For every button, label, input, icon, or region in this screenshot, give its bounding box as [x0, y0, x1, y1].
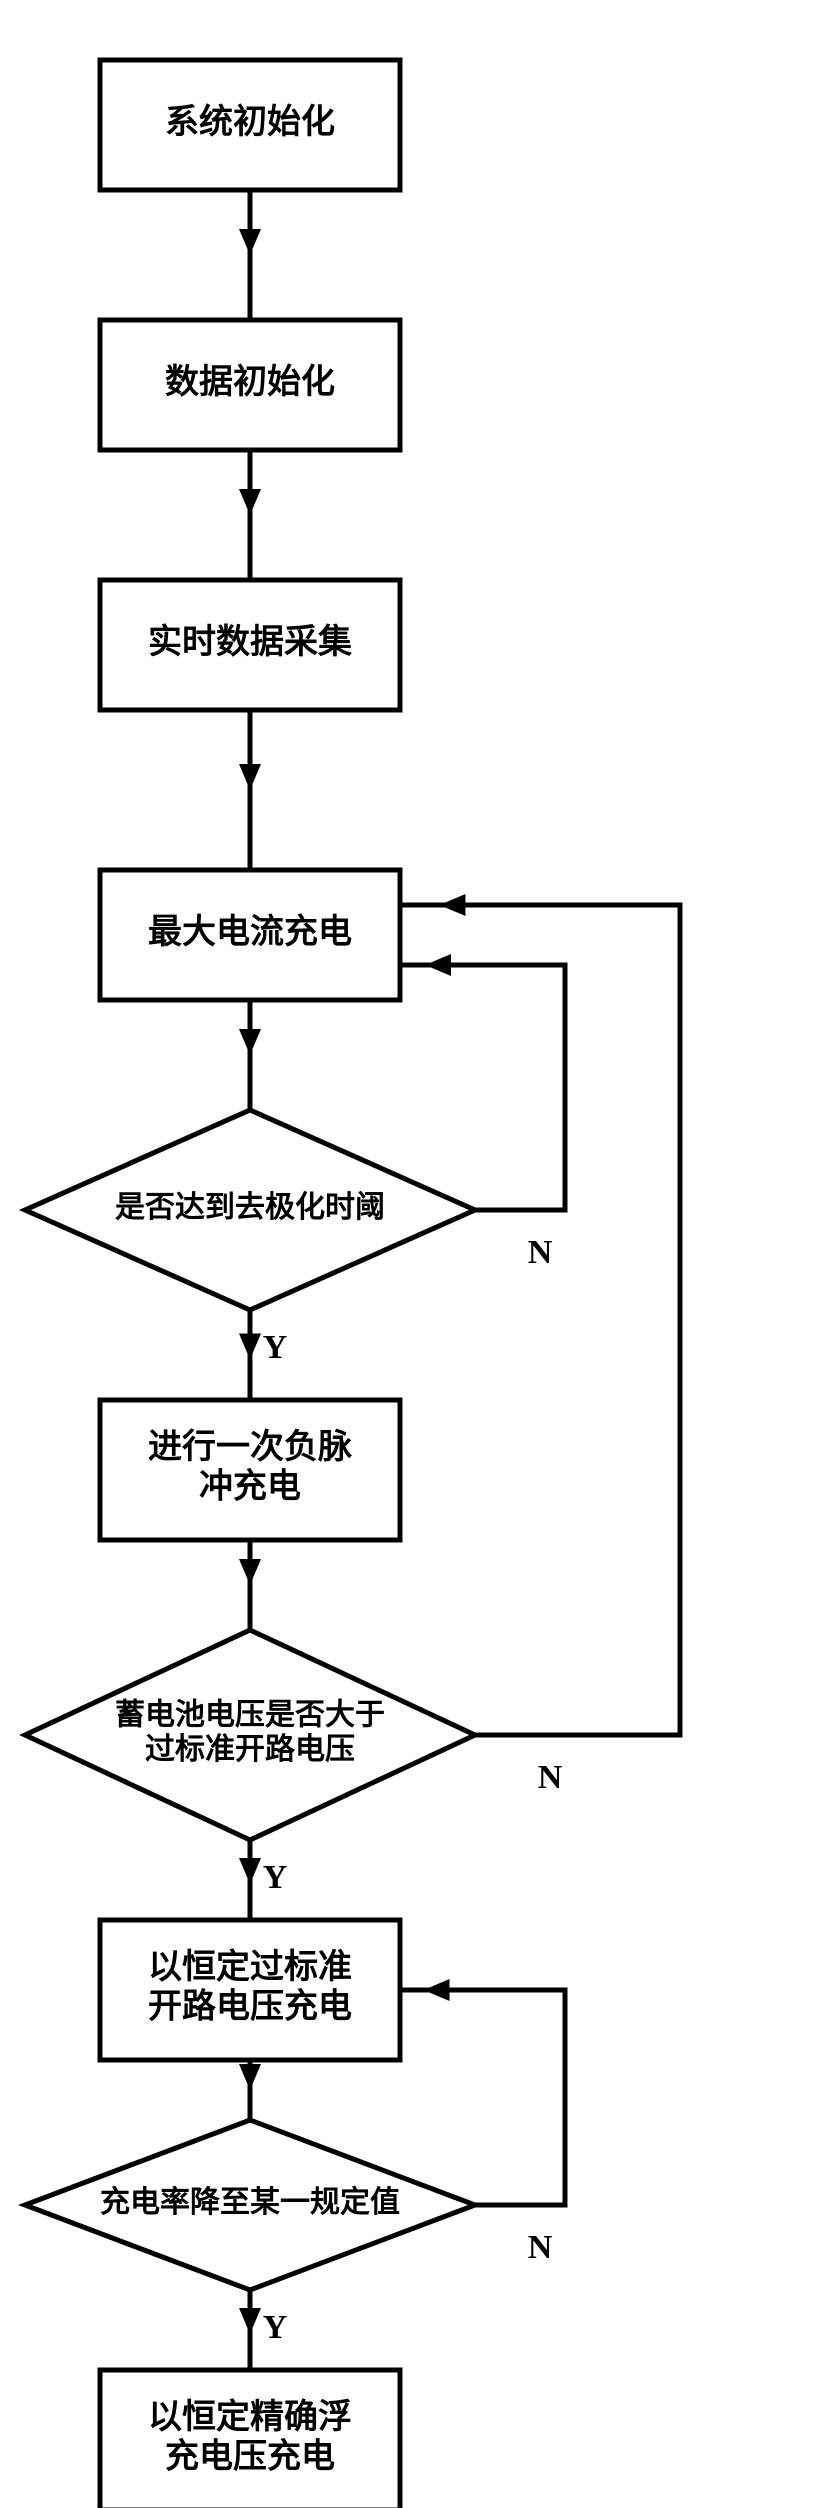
edge-label-e11: N	[538, 1759, 563, 1796]
node-text: 以恒定精确浮	[148, 2398, 352, 2436]
arrowhead	[424, 1979, 450, 2001]
arrowhead	[239, 1559, 261, 1585]
node-n4: 最大电流充电	[100, 870, 400, 1000]
node-n5: 进行一次负脉冲充电	[100, 1400, 400, 1540]
node-text: 蓄电池电压是否大于	[115, 1699, 385, 1732]
node-text: 以恒定过标准	[148, 1948, 352, 1986]
arrowhead	[239, 2064, 261, 2090]
nodes-layer: 系统初始化数据初始化实时数据采集最大电流充电是否达到去极化时阈进行一次负脉冲充电…	[25, 60, 475, 2508]
node-text: 过标准开路电压	[145, 1733, 355, 1766]
node-text: 最大电流充电	[148, 913, 352, 951]
edge-label-e9: Y	[263, 2309, 288, 2346]
node-d3: 充电率降至某一规定值	[25, 2120, 475, 2290]
edge-label-e7: Y	[263, 1859, 288, 1896]
node-text: 进行一次负脉	[148, 1428, 353, 1466]
arrowhead	[239, 2308, 261, 2334]
node-text: 开路电压充电	[148, 1987, 352, 2025]
node-n6: 以恒定过标准开路电压充电	[100, 1920, 400, 2060]
node-text: 是否达到去极化时阈	[115, 1191, 385, 1224]
edge-label-e5: Y	[263, 1329, 288, 1366]
node-n1: 系统初始化	[100, 60, 400, 190]
arrowhead	[239, 229, 261, 255]
node-n7: 以恒定精确浮充电压充电	[100, 2370, 400, 2508]
arrowhead	[239, 489, 261, 515]
arrowhead	[439, 894, 465, 916]
node-d1: 是否达到去极化时阈	[25, 1110, 475, 1310]
node-d2: 蓄电池电压是否大于过标准开路电压	[25, 1630, 475, 1840]
edge-e11	[400, 905, 680, 1735]
edge-e10	[400, 965, 565, 1210]
flowchart: 系统初始化数据初始化实时数据采集最大电流充电是否达到去极化时阈进行一次负脉冲充电…	[0, 0, 821, 2508]
arrowhead	[425, 954, 451, 976]
node-text: 实时数据采集	[148, 623, 352, 661]
node-text: 充电压充电	[165, 2437, 335, 2475]
arrowhead	[239, 1858, 261, 1884]
edge-e12	[400, 1990, 565, 2205]
node-text: 系统初始化	[165, 103, 335, 141]
node-n2: 数据初始化	[100, 320, 400, 450]
arrowhead	[239, 1334, 261, 1360]
edge-label-e10: N	[528, 1234, 553, 1271]
node-text: 冲充电	[199, 1467, 301, 1505]
edge-label-e12: N	[528, 2229, 553, 2266]
node-text: 数据初始化	[165, 363, 335, 401]
node-text: 充电率降至某一规定值	[100, 2185, 400, 2219]
arrowhead	[239, 1029, 261, 1055]
node-n3: 实时数据采集	[100, 580, 400, 710]
arrowhead	[239, 764, 261, 790]
